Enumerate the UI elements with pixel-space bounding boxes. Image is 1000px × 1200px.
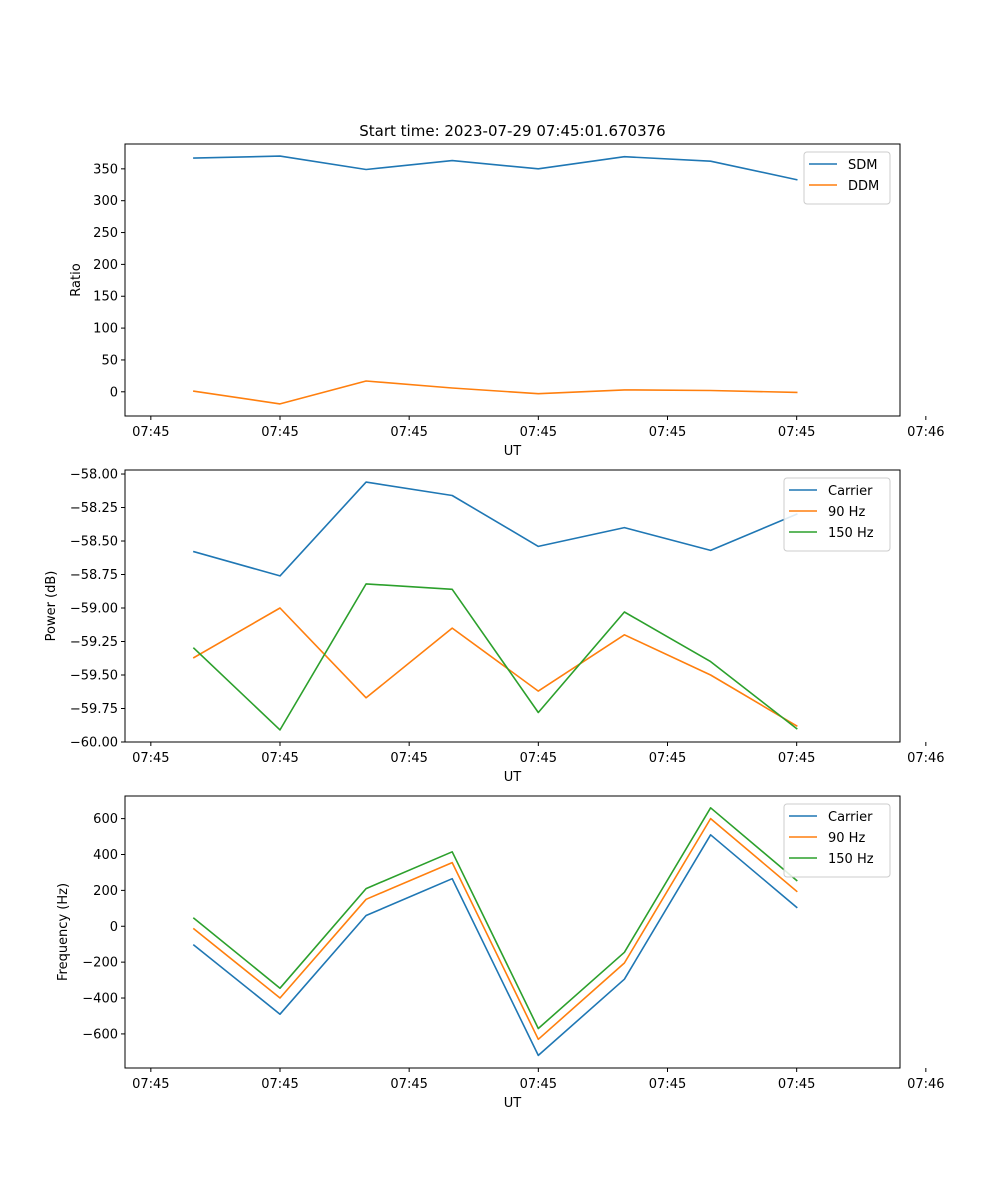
- legend-label: DDM: [848, 179, 879, 194]
- y-tick-label: 300: [93, 194, 118, 209]
- x-tick-label: 07:45: [132, 425, 169, 440]
- y-tick-label: −600: [82, 1027, 118, 1042]
- series-line-90-hz: [192, 817, 798, 1041]
- x-tick-label: 07:45: [778, 425, 815, 440]
- chart-title: Start time: 2023-07-29 07:45:01.670376: [359, 122, 665, 140]
- legend-box: [803, 151, 891, 205]
- y-tick-label: 350: [93, 162, 118, 177]
- y-tick-label: −58.00: [70, 468, 118, 483]
- legend: Carrier 90 Hz 150 Hz: [783, 477, 891, 552]
- y-tick-label: 200: [93, 884, 118, 899]
- y-tick-label: −59.00: [70, 602, 118, 617]
- axes-frame: [124, 795, 901, 1069]
- legend-label: SDM: [848, 158, 877, 173]
- series-line-90-hz: [192, 607, 798, 727]
- x-tick-label: 07:45: [261, 425, 298, 440]
- x-tick-label: 07:45: [520, 751, 557, 766]
- legend-label: 150 Hz: [828, 852, 874, 867]
- x-tick-label: 07:45: [778, 1077, 815, 1092]
- y-axis-label: Frequency (Hz): [56, 883, 71, 981]
- x-axis-label: UT: [504, 770, 522, 785]
- y-tick-label: −400: [82, 992, 118, 1007]
- series-line-150-hz: [192, 806, 798, 1030]
- x-tick-label: 07:46: [907, 425, 944, 440]
- x-tick-label: 07:46: [907, 1077, 944, 1092]
- legend-label: 150 Hz: [828, 526, 874, 541]
- panel-3: 07:45 07:45 07:45 07:45 07:45 07:45 07:46 −600 −…: [56, 795, 945, 1111]
- x-tick-label: 07:45: [778, 751, 815, 766]
- y-tick-label: 200: [93, 258, 118, 273]
- x-tick-label: 07:45: [649, 751, 686, 766]
- x-tick-label: 07:45: [649, 1077, 686, 1092]
- x-tick-label: 07:45: [390, 425, 427, 440]
- y-tick-label: 150: [93, 290, 118, 305]
- x-tick-label: 07:46: [907, 751, 944, 766]
- x-axis-label: UT: [504, 1096, 522, 1111]
- x-tick-label: 07:45: [390, 751, 427, 766]
- x-tick-label: 07:45: [520, 1077, 557, 1092]
- y-tick-label: −59.25: [70, 635, 118, 650]
- y-tick-label: −59.50: [70, 669, 118, 684]
- series-line-carrier: [192, 481, 798, 577]
- legend-label: Carrier: [828, 484, 873, 499]
- series-line-150-hz: [192, 583, 798, 731]
- x-tick-label: 07:45: [649, 425, 686, 440]
- y-tick-label: 50: [101, 353, 118, 368]
- y-tick-label: −58.75: [70, 568, 118, 583]
- x-tick-label: 07:45: [390, 1077, 427, 1092]
- y-tick-label: −58.50: [70, 535, 118, 550]
- x-tick-label: 07:45: [261, 751, 298, 766]
- legend: SDM DDM: [803, 151, 891, 205]
- y-axis-label: Power (dB): [44, 571, 59, 642]
- y-tick-label: −58.25: [70, 501, 118, 516]
- x-tick-label: 07:45: [520, 425, 557, 440]
- y-tick-label: −60.00: [70, 736, 118, 751]
- axes-frame: [124, 469, 901, 743]
- y-tick-label: 400: [93, 848, 118, 863]
- legend-label: 90 Hz: [828, 505, 865, 520]
- x-tick-label: 07:45: [132, 1077, 169, 1092]
- x-tick-label: 07:45: [261, 1077, 298, 1092]
- panel-1: 07:45 07:45 07:45 07:45 07:45 07:45 07:46 0 50 10…: [69, 143, 945, 459]
- y-tick-label: −200: [82, 956, 118, 971]
- series-line-carrier: [192, 833, 798, 1057]
- legend-label: Carrier: [828, 810, 873, 825]
- y-tick-label: 0: [110, 920, 118, 935]
- legend: Carrier 90 Hz 150 Hz: [783, 803, 891, 878]
- y-tick-label: 250: [93, 226, 118, 241]
- y-tick-label: 100: [93, 322, 118, 337]
- y-axis-label: Ratio: [69, 263, 84, 296]
- panel-2: 07:45 07:45 07:45 07:45 07:45 07:45 07:46 −60.0…: [44, 468, 945, 785]
- y-tick-label: 600: [93, 812, 118, 827]
- legend-label: 90 Hz: [828, 831, 865, 846]
- series-line-ddm: [192, 380, 798, 405]
- y-tick-label: −59.75: [70, 702, 118, 717]
- series-line-sdm: [193, 155, 798, 181]
- axes-frame: [124, 143, 901, 417]
- x-tick-label: 07:45: [132, 751, 169, 766]
- y-tick-label: 0: [110, 385, 118, 400]
- x-axis-label: UT: [504, 444, 522, 459]
